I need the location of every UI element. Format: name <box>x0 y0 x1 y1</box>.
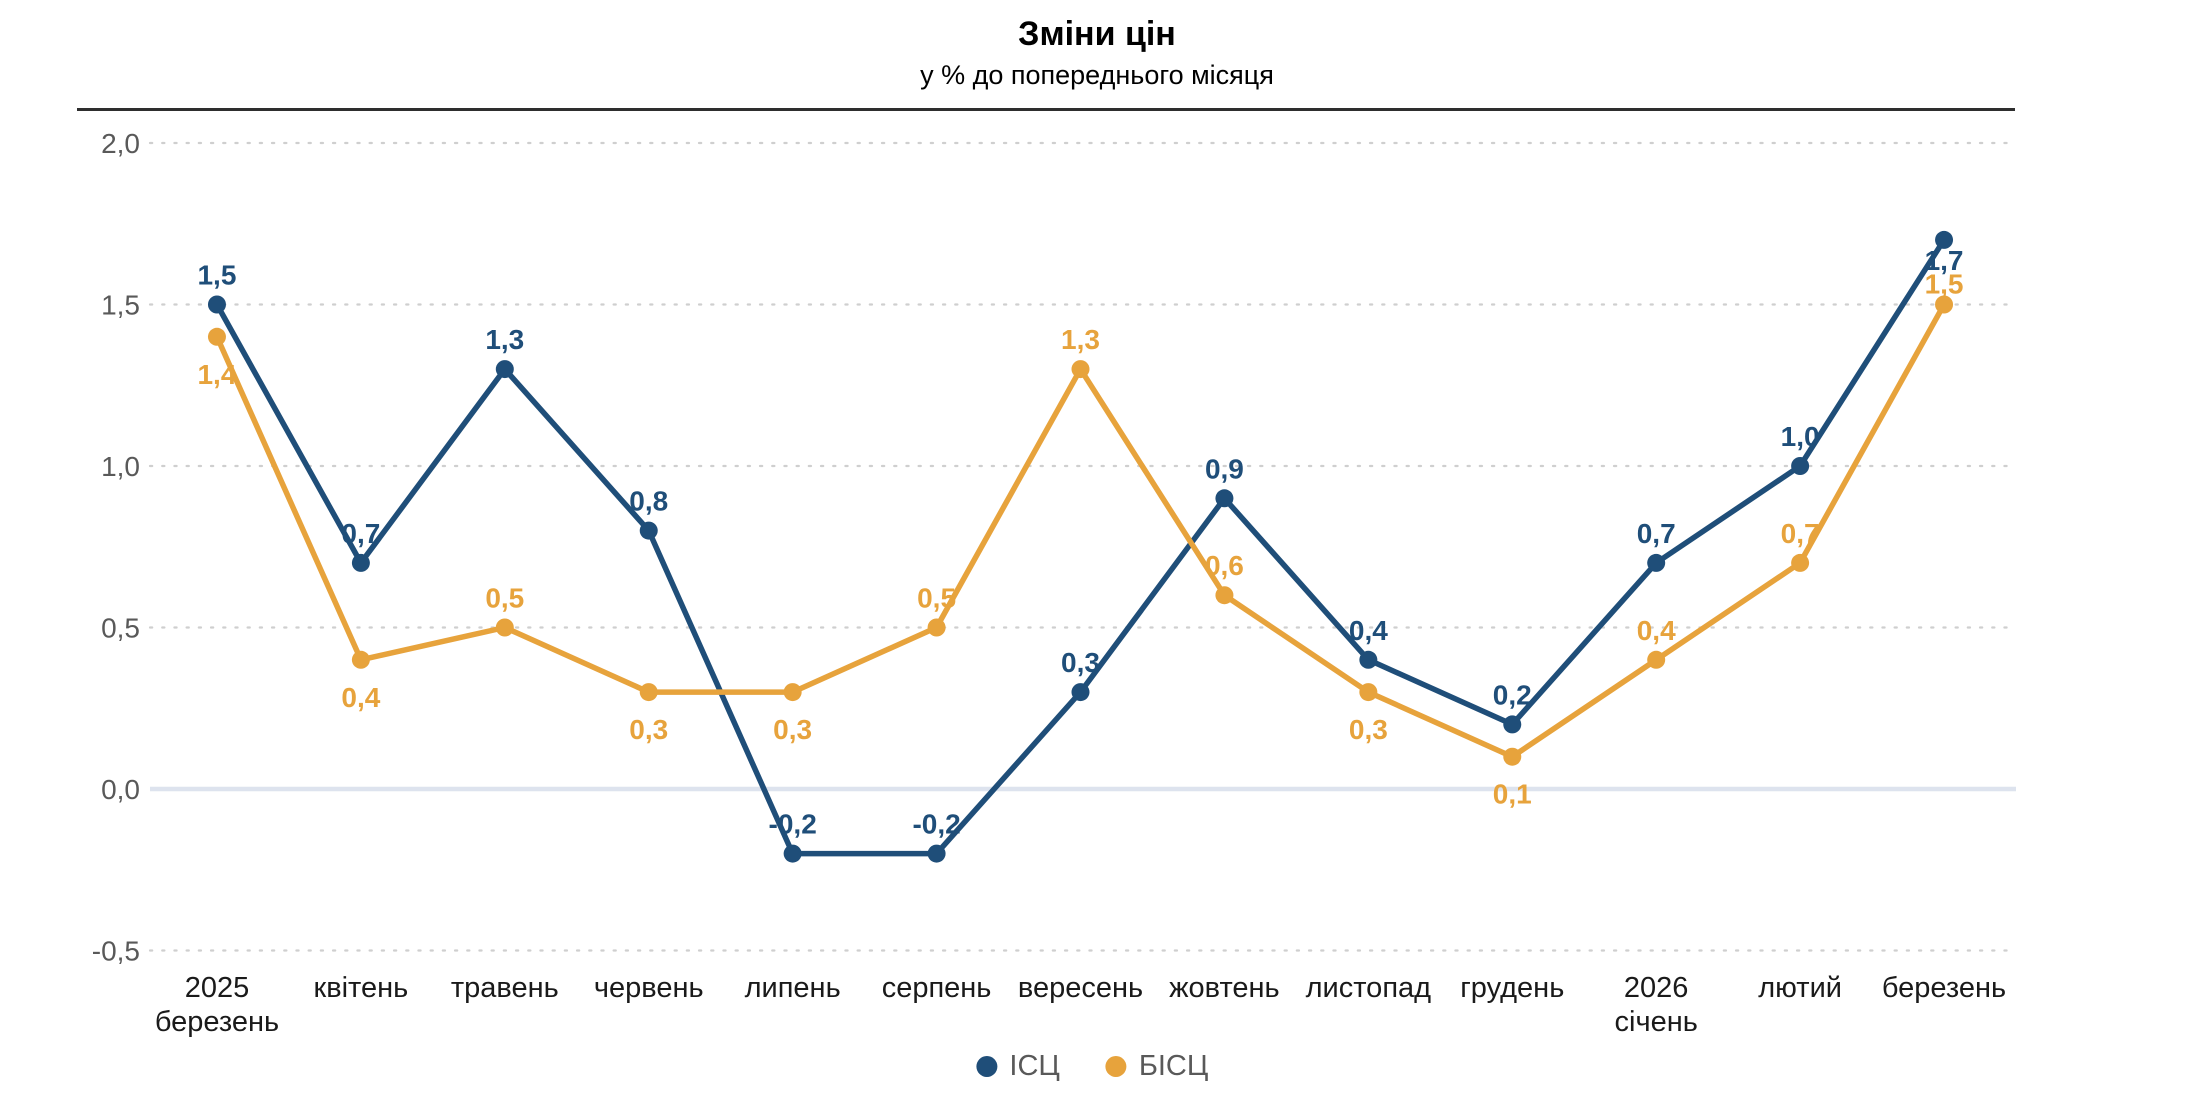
x-tick-label: березень <box>1882 972 2006 1004</box>
data-label: 0,7 <box>1781 518 1820 549</box>
data-label: 0,3 <box>629 714 668 745</box>
x-tick-label: жовтень <box>1169 972 1280 1004</box>
x-tick-label: вересень <box>1018 972 1143 1004</box>
data-point <box>207 327 226 346</box>
data-point <box>927 844 946 863</box>
data-point <box>1935 230 1954 249</box>
x-tick-label: листопад <box>1306 972 1432 1004</box>
legend: ІСЦ БІСЦ <box>976 1050 1208 1083</box>
data-label: 1,3 <box>485 324 524 355</box>
x-tick-label: січень <box>1615 1006 1698 1038</box>
data-point <box>783 844 802 863</box>
legend-label-bicp: БІСЦ <box>1138 1050 1209 1082</box>
data-point <box>1215 489 1234 508</box>
y-tick-label: 0,5 <box>101 613 140 644</box>
data-label: -0,2 <box>769 809 817 840</box>
data-point <box>1791 457 1810 475</box>
y-tick-label: 1,0 <box>101 451 140 482</box>
data-point <box>1647 553 1666 572</box>
data-point <box>351 553 370 572</box>
x-tick-label: 2026 <box>1624 972 1689 1004</box>
chart-subtitle: у % до попереднього місяця <box>920 59 1274 90</box>
data-label: 0,2 <box>1493 679 1532 710</box>
data-point <box>1935 295 1954 314</box>
data-label: 0,1 <box>1493 779 1532 810</box>
data-label: 1,5 <box>197 260 236 291</box>
y-tick-label: 1,5 <box>101 290 140 321</box>
x-tick-label: червень <box>594 972 704 1004</box>
x-tick-label: 2025 <box>185 972 250 1004</box>
data-label: 1,7 <box>1925 245 1964 276</box>
x-tick-label: березень <box>155 1006 279 1038</box>
legend-dot-icp <box>976 1056 998 1077</box>
header-divider <box>77 108 2015 111</box>
data-point <box>1503 715 1522 734</box>
data-label: 0,5 <box>485 583 524 614</box>
legend-item-bicp: БІСЦ <box>1105 1050 1209 1083</box>
x-tick-label: квітень <box>314 972 409 1004</box>
data-label: 0,7 <box>1637 518 1676 549</box>
data-label: 1,0 <box>1781 421 1820 452</box>
data-label: 0,9 <box>1205 453 1244 484</box>
y-tick-label: 0,0 <box>101 774 140 805</box>
data-point <box>1359 683 1378 702</box>
data-label: 0,6 <box>1205 550 1244 581</box>
data-point <box>207 295 226 314</box>
data-point <box>351 650 370 669</box>
data-label: 1,3 <box>1061 324 1100 355</box>
data-label: 1,4 <box>197 359 236 390</box>
data-label: 0,3 <box>1349 714 1388 745</box>
data-point <box>1215 586 1234 605</box>
data-label: 0,4 <box>1349 615 1388 646</box>
data-label: 0,3 <box>773 714 812 745</box>
data-label: 0,4 <box>341 682 380 713</box>
x-tick-label: лютий <box>1758 972 1842 1004</box>
x-tick-label: грудень <box>1460 972 1564 1004</box>
x-tick-label: серпень <box>882 972 992 1004</box>
data-point <box>1647 650 1666 669</box>
chart-title: Зміни цін <box>1018 15 1176 53</box>
data-point <box>927 618 946 637</box>
data-label: 0,8 <box>629 486 668 517</box>
x-tick-label: травень <box>451 972 559 1004</box>
data-point <box>639 521 658 540</box>
data-point <box>1071 360 1090 379</box>
y-tick-label: 2,0 <box>101 128 140 159</box>
data-label: 1,5 <box>1925 269 1964 300</box>
data-point <box>1359 650 1378 669</box>
data-point <box>1503 747 1522 766</box>
legend-label-icp: ІСЦ <box>1009 1050 1060 1082</box>
y-tick-label: -0,5 <box>92 936 140 967</box>
data-point <box>495 360 514 379</box>
chart-header: Зміни цін у % до попереднього місяця <box>0 14 2194 91</box>
data-label: 0,7 <box>341 518 380 549</box>
data-point <box>1071 683 1090 702</box>
data-label: 0,3 <box>1061 647 1100 678</box>
data-point <box>495 618 514 637</box>
data-point <box>1791 553 1810 572</box>
data-label: 0,4 <box>1637 615 1676 646</box>
legend-item-icp: ІСЦ <box>976 1050 1060 1083</box>
data-label: 0,5 <box>917 583 956 614</box>
data-point <box>783 683 802 702</box>
data-point <box>639 683 658 702</box>
data-label: -0,2 <box>912 809 960 840</box>
legend-dot-bicp <box>1105 1056 1127 1077</box>
x-tick-label: липень <box>745 972 841 1004</box>
